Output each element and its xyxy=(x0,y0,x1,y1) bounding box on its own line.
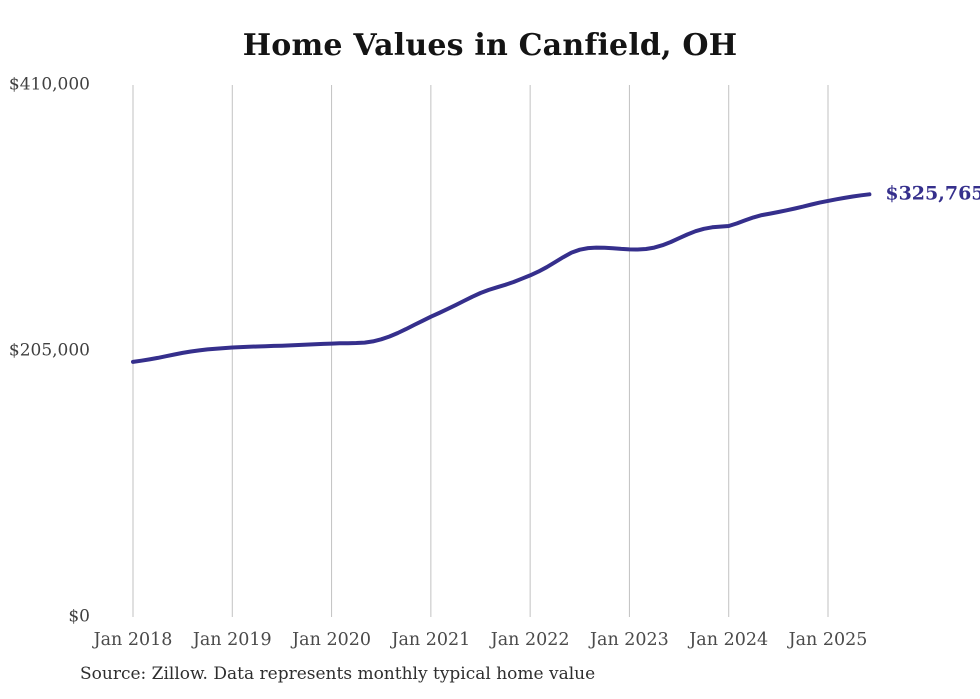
y-tick-label: $0 xyxy=(68,607,90,627)
source-note: Source: Zillow. Data represents monthly … xyxy=(80,664,596,684)
home-value-line xyxy=(131,192,872,364)
x-tick-label: Jan 2019 xyxy=(191,630,272,650)
x-tick-label: Jan 2025 xyxy=(787,630,868,650)
y-tick-label: $410,000 xyxy=(9,75,90,95)
x-tick-label: Jan 2018 xyxy=(92,630,173,650)
x-tick-label: Jan 2022 xyxy=(489,630,570,650)
chart-title: Home Values in Canfield, OH xyxy=(242,28,738,63)
end-value-label: $325,765 xyxy=(885,182,980,204)
x-tick-label: Jan 2021 xyxy=(389,630,470,650)
y-tick-label: $205,000 xyxy=(9,341,90,361)
x-tick-label: Jan 2020 xyxy=(290,630,371,650)
x-tick-label: Jan 2024 xyxy=(687,630,768,650)
x-tick-label: Jan 2023 xyxy=(588,630,669,650)
